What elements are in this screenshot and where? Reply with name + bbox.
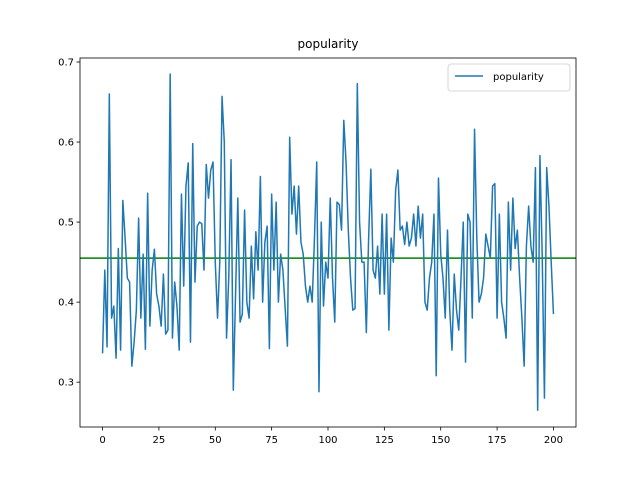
x-tick-label: 100 xyxy=(318,435,337,446)
y-tick-label: 0.5 xyxy=(58,218,74,229)
x-axis-ticks: 0 25 50 75 100 125 150 175 200 xyxy=(99,427,563,446)
x-tick-label: 125 xyxy=(375,435,394,446)
series-layer xyxy=(80,73,576,411)
legend-box xyxy=(447,63,571,92)
y-tick-label: 0.4 xyxy=(58,298,74,309)
y-tick-label: 0.3 xyxy=(58,378,74,389)
y-tick-label: 0.7 xyxy=(58,58,74,69)
x-tick-label: 50 xyxy=(209,435,222,446)
series-line-popularity xyxy=(101,73,555,411)
y-tick-label: 0.6 xyxy=(58,138,74,149)
legend: popularity xyxy=(447,63,571,92)
x-tick-label: 25 xyxy=(153,435,166,446)
x-tick-label: 75 xyxy=(265,435,278,446)
legend-label-popularity: popularity xyxy=(493,72,544,83)
plot-area xyxy=(80,58,576,427)
plot-content xyxy=(80,73,576,411)
x-tick-label: 150 xyxy=(431,435,450,446)
y-axis-ticks: 0.3 0.4 0.5 0.6 0.7 xyxy=(58,58,80,389)
x-tick-label: 0 xyxy=(99,435,105,446)
x-tick-label: 200 xyxy=(544,435,563,446)
chart-title: popularity xyxy=(298,37,359,51)
x-tick-label: 175 xyxy=(488,435,507,446)
